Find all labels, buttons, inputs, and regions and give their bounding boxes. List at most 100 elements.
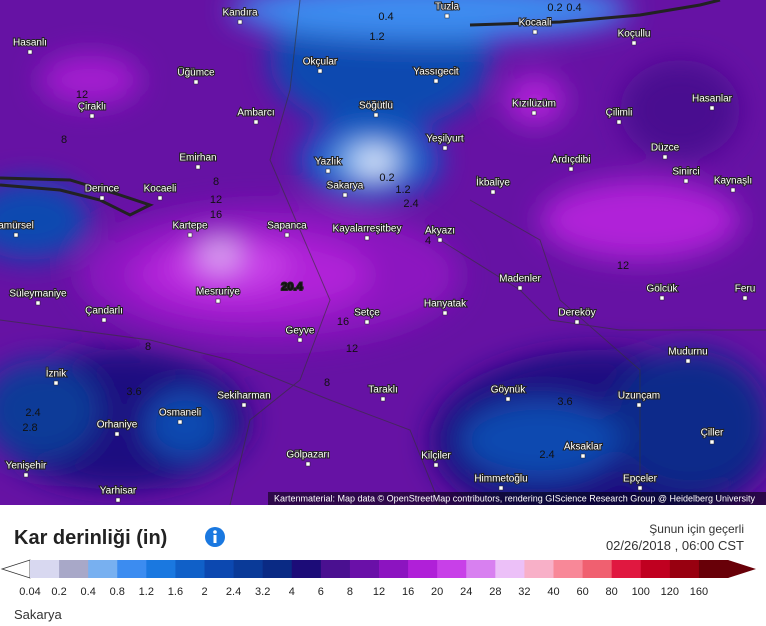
scale-arrow-low (0, 559, 31, 579)
place-marker (433, 78, 439, 84)
place-label: Osmaneli (159, 408, 201, 419)
place-label: Epçeler (623, 474, 658, 485)
scale-swatch (320, 560, 351, 578)
place-label: Ardıçdibi (552, 155, 591, 166)
place-label: Çilimli (606, 108, 633, 119)
scale-label: 20 (431, 586, 443, 598)
place-marker (532, 29, 538, 35)
place-label: Çiller (701, 428, 724, 439)
place-marker (187, 232, 193, 238)
place-label: Kocaali (519, 18, 552, 29)
place-marker (325, 168, 331, 174)
place-marker (364, 235, 370, 241)
scale-label: 8 (347, 586, 353, 598)
contour-label: 0.2 (379, 172, 394, 184)
contour-label: 16 (337, 316, 349, 328)
map: Hasanlı Kandıra Tuzla Kocaali Koçullu Okçular… (0, 0, 766, 505)
place-marker (616, 119, 622, 125)
coastline (0, 0, 721, 217)
scale-label: 0.8 (110, 586, 125, 598)
place-label: Koçullu (618, 29, 651, 40)
scale-swatch (146, 560, 176, 578)
place-marker (53, 380, 59, 386)
borders (0, 0, 766, 505)
contour-label: 0.2 (547, 2, 562, 14)
scale-label: 160 (690, 586, 708, 598)
place-marker (631, 40, 637, 46)
place-label: Madenler (499, 274, 541, 285)
place-label: Çiraklı (78, 102, 106, 113)
scale-swatch (611, 560, 642, 578)
place-marker (101, 317, 107, 323)
place-marker (241, 402, 247, 408)
place-marker (659, 295, 665, 301)
place-marker (490, 189, 496, 195)
scale-swatch (30, 560, 60, 578)
scale-swatch (88, 560, 118, 578)
valid-label: Şunun için geçerli (649, 522, 744, 536)
place-marker (568, 166, 574, 172)
place-marker (742, 295, 748, 301)
place-label: Geyve (286, 326, 315, 337)
scale-swatch (117, 560, 147, 578)
scale-label: 1.6 (168, 586, 183, 598)
place-label: Kartepe (172, 221, 207, 232)
scale-swatch (59, 560, 89, 578)
place-marker (215, 298, 221, 304)
place-marker (373, 112, 379, 118)
info-icon[interactable] (205, 527, 225, 547)
contour-label: 1.2 (395, 184, 410, 196)
place-label: Kilçiler (421, 451, 451, 462)
place-marker (193, 79, 199, 85)
place-label: Kandıra (222, 8, 257, 19)
place-marker (284, 232, 290, 238)
scale-swatch (553, 560, 584, 578)
scale-swatch (291, 560, 322, 578)
place-label: Yeşilyurt (426, 134, 464, 145)
place-label: Dereköy (558, 308, 595, 319)
place-marker (709, 439, 715, 445)
place-marker (498, 485, 504, 491)
place-label: Kayalarreşitbey (333, 224, 402, 235)
scale-label: 0.04 (19, 586, 40, 598)
place-marker (442, 310, 448, 316)
place-label: Yassıgecit (413, 67, 459, 78)
contour-label: 1.2 (369, 31, 384, 43)
place-label: Kızılüzüm (512, 99, 556, 110)
contour-label: 16 (210, 209, 222, 221)
scale-label: 60 (576, 586, 588, 598)
location: Sakarya (14, 607, 62, 622)
place-marker (27, 49, 33, 55)
place-label: Düzce (651, 143, 680, 154)
place-label: Göynük (491, 385, 526, 396)
place-label: Taraklı (368, 385, 397, 396)
place-marker (531, 110, 537, 116)
place-marker (364, 319, 370, 325)
place-label: Gölcük (646, 284, 678, 295)
contour-label: 0.4 (566, 2, 581, 14)
place-label: Akyazı (425, 226, 455, 237)
place-marker (23, 472, 29, 478)
scale-label: 4 (289, 586, 295, 598)
place-label: Uzunçam (618, 391, 660, 402)
contour-label: 4 (425, 235, 431, 247)
scale-swatch (175, 560, 205, 578)
scale-swatch (582, 560, 613, 578)
place-label: Mudurnu (668, 347, 707, 358)
scale-label: 80 (606, 586, 618, 598)
scale-swatch (669, 560, 700, 578)
place-label: Sinirci (672, 167, 699, 178)
scale-swatch (408, 560, 438, 578)
scale-label: 120 (661, 586, 679, 598)
contour-label: 12 (346, 343, 358, 355)
place-label: Orhaniye (97, 420, 138, 431)
place-marker (237, 19, 243, 25)
scale-label: 100 (632, 586, 650, 598)
scale-label: 0.2 (51, 586, 66, 598)
place-marker (437, 237, 443, 243)
place-marker (683, 178, 689, 184)
place-label: amürsel (0, 221, 34, 232)
contour-label: 2.4 (539, 449, 554, 461)
scale-swatch (233, 560, 264, 578)
